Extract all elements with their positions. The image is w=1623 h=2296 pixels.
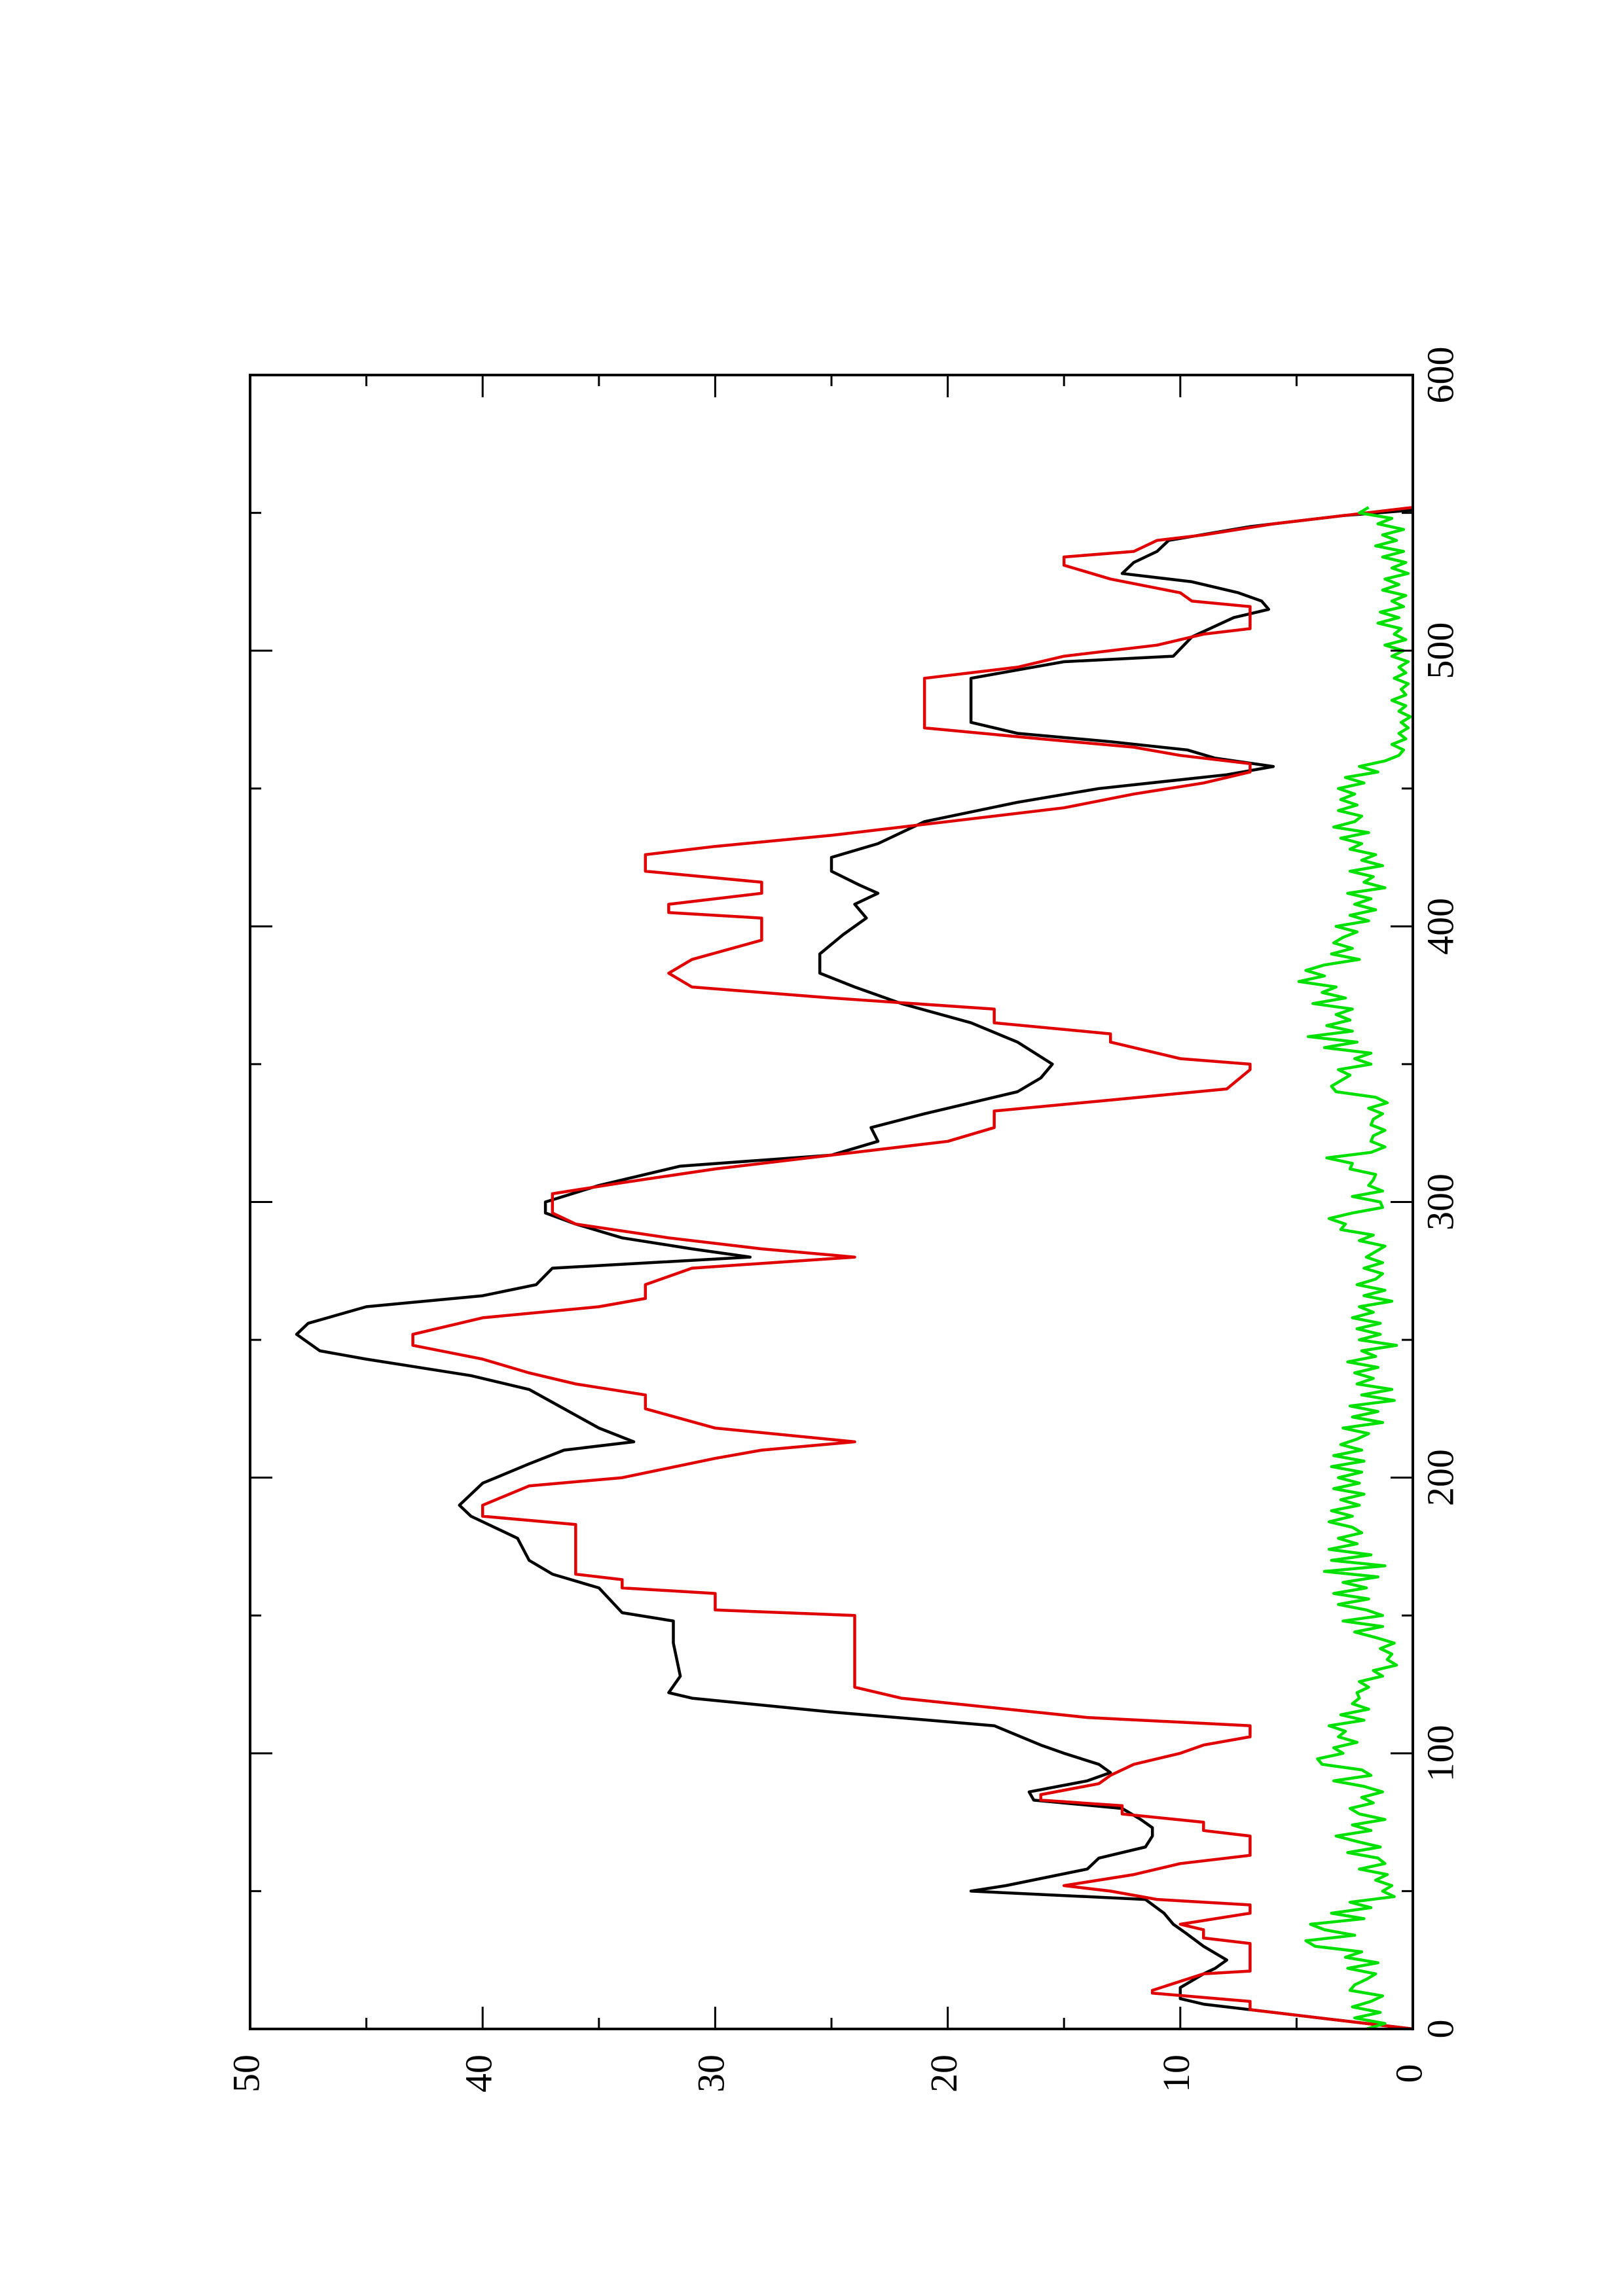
tick-layer <box>249 374 1414 2030</box>
x-tick-label: 100 <box>1419 1725 1461 1782</box>
x-tick-label: 300 <box>1419 1174 1461 1230</box>
x-tick-label: 400 <box>1419 898 1461 955</box>
x-tick-label: 500 <box>1419 622 1461 679</box>
y-tick-label: 40 <box>458 2054 500 2092</box>
x-tick-label: 200 <box>1419 1449 1461 1506</box>
tick-label-layer: 0 100 200 300 400 500 600 0 10 20 30 40 50 <box>225 347 1461 2093</box>
x-tick-label: 600 <box>1419 347 1461 404</box>
green-series-line <box>1297 506 1412 2031</box>
y-tick-label: 0 <box>1387 2064 1430 2083</box>
x-tick-label: 0 <box>1419 2020 1461 2039</box>
y-tick-label: 20 <box>922 2054 965 2092</box>
black-series-line <box>295 509 1413 2031</box>
series-layer <box>295 505 1413 2031</box>
y-tick-label: 30 <box>690 2054 733 2092</box>
y-tick-label: 10 <box>1155 2054 1197 2092</box>
y-tick-label: 50 <box>225 2054 267 2092</box>
red-series-line <box>411 505 1413 2031</box>
